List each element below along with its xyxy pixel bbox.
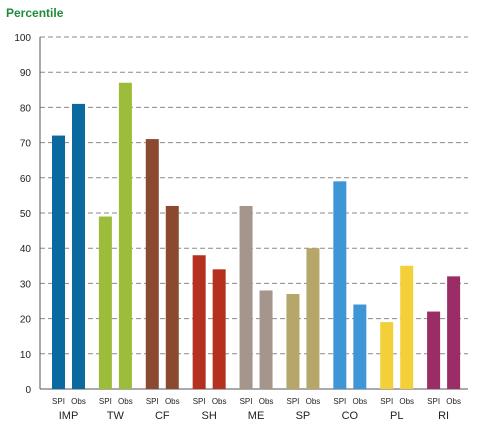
- bar-sub-label: SPI: [286, 397, 299, 406]
- bar-sub-label: Obs: [399, 397, 414, 406]
- bar-cf-obs: [165, 205, 179, 389]
- bar-co-obs: [353, 304, 367, 389]
- group-label: SP: [296, 410, 311, 422]
- group-label: SH: [202, 410, 217, 422]
- y-tick-label: 80: [20, 103, 32, 114]
- y-tick-label: 20: [20, 315, 32, 326]
- y-tick-label: 10: [20, 350, 32, 361]
- y-tick-label: 30: [20, 279, 32, 290]
- y-tick-label: 50: [20, 209, 32, 220]
- group-label: TW: [107, 410, 125, 422]
- y-tick-label: 70: [20, 139, 32, 150]
- bar-ri-spi: [427, 311, 441, 389]
- bar-sub-label: Obs: [259, 397, 274, 406]
- y-tick-label: 60: [20, 174, 32, 185]
- group-label: RI: [438, 410, 449, 422]
- bar-ri-obs: [447, 276, 461, 389]
- bar-imp-spi: [52, 135, 65, 389]
- bar-co-spi: [333, 181, 347, 389]
- bar-sub-label: SPI: [333, 397, 346, 406]
- bar-pl-spi: [380, 322, 394, 389]
- bar-sub-label: SPI: [146, 397, 159, 406]
- group-label: CF: [155, 410, 170, 422]
- bar-sp-obs: [306, 248, 320, 389]
- bar-tw-obs: [118, 82, 132, 389]
- bar-sub-label: SPI: [193, 397, 206, 406]
- group-label: CO: [342, 410, 359, 422]
- bar-sh-spi: [192, 255, 206, 389]
- group-label: PL: [390, 410, 403, 422]
- bar-imp-obs: [72, 103, 85, 389]
- bar-sub-label: SPI: [380, 397, 393, 406]
- bar-sp-spi: [286, 293, 300, 389]
- bar-sub-label: Obs: [352, 397, 367, 406]
- bar-sub-label: Obs: [71, 397, 86, 406]
- bar-sub-label: SPI: [52, 397, 65, 406]
- group-label: IMP: [59, 410, 79, 422]
- bar-sub-label: Obs: [212, 397, 227, 406]
- bar-sub-label: SPI: [240, 397, 253, 406]
- y-tick-label: 100: [14, 33, 31, 44]
- bar-cf-spi: [145, 139, 159, 389]
- bar-sub-label: Obs: [118, 397, 133, 406]
- y-tick-label: 0: [25, 385, 31, 396]
- bar-sub-label: Obs: [165, 397, 180, 406]
- bar-sh-obs: [212, 269, 226, 389]
- bar-pl-obs: [400, 265, 414, 389]
- chart-title: Percentile: [6, 6, 64, 20]
- bar-me-obs: [259, 290, 273, 389]
- bar-me-spi: [239, 205, 253, 389]
- bar-sub-label: SPI: [427, 397, 440, 406]
- bar-sub-label: Obs: [306, 397, 321, 406]
- bar-tw-spi: [98, 216, 112, 389]
- bar-sub-label: Obs: [446, 397, 461, 406]
- group-label: ME: [248, 410, 265, 422]
- y-tick-label: 40: [20, 244, 32, 255]
- y-tick-label: 90: [20, 68, 32, 79]
- bar-sub-label: SPI: [99, 397, 112, 406]
